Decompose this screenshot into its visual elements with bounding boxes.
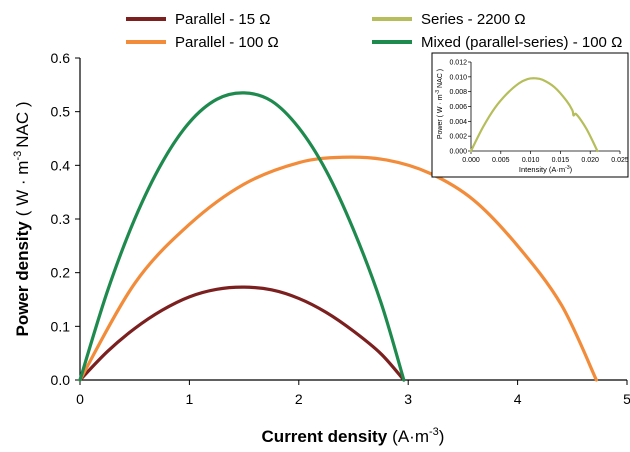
inset-y-tick-label: 0.010 — [449, 74, 467, 81]
inset-x-tick-label: 0.015 — [552, 157, 570, 164]
inset-y-tick-label: 0.004 — [449, 119, 467, 126]
x-axis-title-text: Current density — [262, 427, 388, 446]
inset-x-tick-label: 0.000 — [462, 157, 480, 164]
y-tick-label: 0.6 — [51, 50, 71, 66]
inset-y-axis-tail: NAC ) — [437, 69, 444, 88]
legend-label: Parallel - 15 Ω — [175, 11, 270, 28]
x-tick-label: 0 — [76, 391, 84, 407]
x-tick-label: 4 — [514, 391, 522, 407]
inset-y-axis-exponent: -3 — [435, 90, 441, 95]
inset-series-line-0 — [469, 77, 599, 153]
series-line-0 — [78, 285, 406, 382]
legend-item: Parallel - 100 Ω — [126, 34, 279, 51]
x-tick-label: 2 — [295, 391, 303, 407]
legend-item: Mixed (parallel-series) - 100 Ω — [372, 34, 622, 51]
y-axis-title-text: Power density — [13, 221, 32, 337]
x-tick-label: 1 — [186, 391, 194, 407]
legend-label: Mixed (parallel-series) - 100 Ω — [421, 34, 622, 51]
inset-x-tick-label: 0.025 — [611, 157, 629, 164]
x-tick-label: 3 — [404, 391, 412, 407]
inset-y-tick-label: 0.002 — [449, 134, 467, 141]
y-tick-label: 0.3 — [51, 211, 71, 227]
x-axis-unit-close: ) — [439, 427, 445, 446]
inset-y-tick-label: 0.012 — [449, 60, 467, 67]
legend-label: Series - 2200 Ω — [421, 11, 526, 28]
series-line-3 — [78, 91, 406, 382]
y-axis-unit-tail: NAC ) — [13, 101, 32, 147]
inset-x-axis-exponent: -3 — [565, 165, 570, 171]
x-axis-unit-exponent: -3 — [429, 426, 439, 438]
legend-item: Parallel - 15 Ω — [126, 11, 270, 28]
inset-x-axis-close: ) — [570, 165, 573, 174]
inset-y-axis-title: Power ( W · m-3 NAC ) — [435, 69, 444, 139]
inset-x-tick-label: 0.020 — [581, 157, 599, 164]
y-axis-unit-exponent: -3 — [12, 151, 24, 161]
main-series-lines — [78, 91, 598, 382]
legend-item: Series - 2200 Ω — [372, 11, 526, 28]
x-tick-label: 5 — [623, 391, 630, 407]
inset-y-tick-label: 0.006 — [449, 104, 467, 111]
y-tick-label: 0.1 — [51, 318, 71, 334]
inset-x-axis-title-text: Intensity (A·m — [519, 165, 565, 174]
y-tick-label: 0.5 — [51, 104, 71, 120]
inset-y-tick-label: 0.008 — [449, 89, 467, 96]
legend-label: Parallel - 100 Ω — [175, 34, 279, 51]
y-axis-unit: ( W · m — [13, 161, 32, 217]
y-axis-title: Power density ( W · m-3 NAC ) — [12, 101, 32, 336]
main-axes: 0.0 0.1 0.2 0.3 0.4 0.5 0.6 0 1 2 3 4 5 — [51, 50, 630, 407]
x-axis-unit: (A·m — [392, 427, 429, 446]
y-tick-label: 0.0 — [51, 372, 71, 388]
series-line-1 — [78, 155, 598, 382]
inset-chart: 0.000 0.002 0.004 0.006 0.008 0.010 0.012 0.000… — [431, 52, 629, 178]
inset-x-tick-label: 0.005 — [492, 157, 510, 164]
inset-y-tick-label: 0.000 — [449, 149, 467, 156]
inset-frame — [431, 52, 629, 178]
y-tick-label: 0.2 — [51, 265, 71, 281]
inset-x-tick-label: 0.010 — [522, 157, 540, 164]
x-axis-title: Current density (A·m-3) — [262, 426, 445, 446]
inset-y-axis-title-text: Power ( W · m — [437, 94, 444, 139]
y-tick-label: 0.4 — [51, 157, 71, 173]
legend: Parallel - 15 Ω Parallel - 100 Ω Series - … — [126, 11, 622, 51]
inset-x-axis-title: Intensity (A·m-3) — [519, 165, 573, 174]
